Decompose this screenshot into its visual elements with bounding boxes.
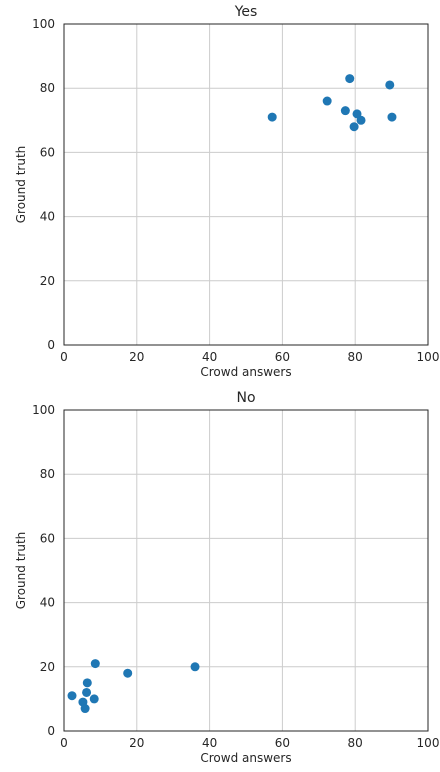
y-tick-label: 40 (40, 210, 55, 224)
y-tick-label: 60 (40, 145, 55, 159)
x-tick-label: 40 (202, 736, 217, 750)
x-tick-label: 80 (348, 350, 363, 364)
chart-title: No (236, 390, 255, 406)
data-point (349, 122, 359, 132)
plot-frame (63, 23, 429, 346)
data-point (123, 668, 133, 678)
data-point (82, 687, 92, 697)
data-point (267, 112, 277, 122)
x-tick-label: 0 (60, 350, 68, 364)
x-tick-label: 20 (129, 736, 144, 750)
y-axis-label: Ground truth (14, 532, 28, 610)
data-point (82, 678, 92, 688)
data-point (340, 106, 350, 116)
y-axis-label: Ground truth (14, 146, 28, 224)
y-tick-label: 20 (40, 274, 55, 288)
chart-panel-1: 0 20 40 60 80 100 0 20 40 60 80 100 Yes Crowd answers… (14, 4, 439, 379)
data-point (345, 74, 355, 84)
x-axis-label: Crowd answers (200, 365, 291, 379)
x-axis-label: Crowd answers (200, 751, 291, 765)
y-tick-label: 20 (40, 660, 55, 674)
y-tick-label: 80 (40, 81, 55, 95)
y-tick-label: 80 (40, 467, 55, 481)
y-tick-label: 40 (40, 596, 55, 610)
x-tick-label: 100 (417, 350, 440, 364)
data-point (387, 112, 397, 122)
x-tick-label: 0 (60, 736, 68, 750)
x-tick-label: 60 (275, 736, 290, 750)
y-tick-label: 100 (32, 403, 55, 417)
y-tick-label: 0 (47, 338, 55, 352)
x-tick-label: 20 (129, 350, 144, 364)
data-point (67, 691, 77, 701)
data-point (190, 662, 200, 672)
plot-frame (63, 409, 429, 732)
y-tick-label: 60 (40, 531, 55, 545)
data-point (89, 694, 99, 704)
data-point (322, 96, 332, 106)
data-point (90, 659, 100, 669)
x-tick-label: 100 (417, 736, 440, 750)
data-point (385, 80, 395, 90)
chart-title: Yes (234, 4, 258, 20)
y-tick-label: 100 (32, 17, 55, 31)
x-tick-label: 60 (275, 350, 290, 364)
data-point (80, 704, 90, 714)
x-tick-label: 80 (348, 736, 363, 750)
chart-panel-2: 0 20 40 60 80 100 0 20 40 60 80 100 No Crowd answers G… (14, 390, 439, 765)
y-tick-label: 0 (47, 724, 55, 738)
x-tick-label: 40 (202, 350, 217, 364)
data-point (352, 109, 362, 119)
data-point (356, 115, 366, 125)
